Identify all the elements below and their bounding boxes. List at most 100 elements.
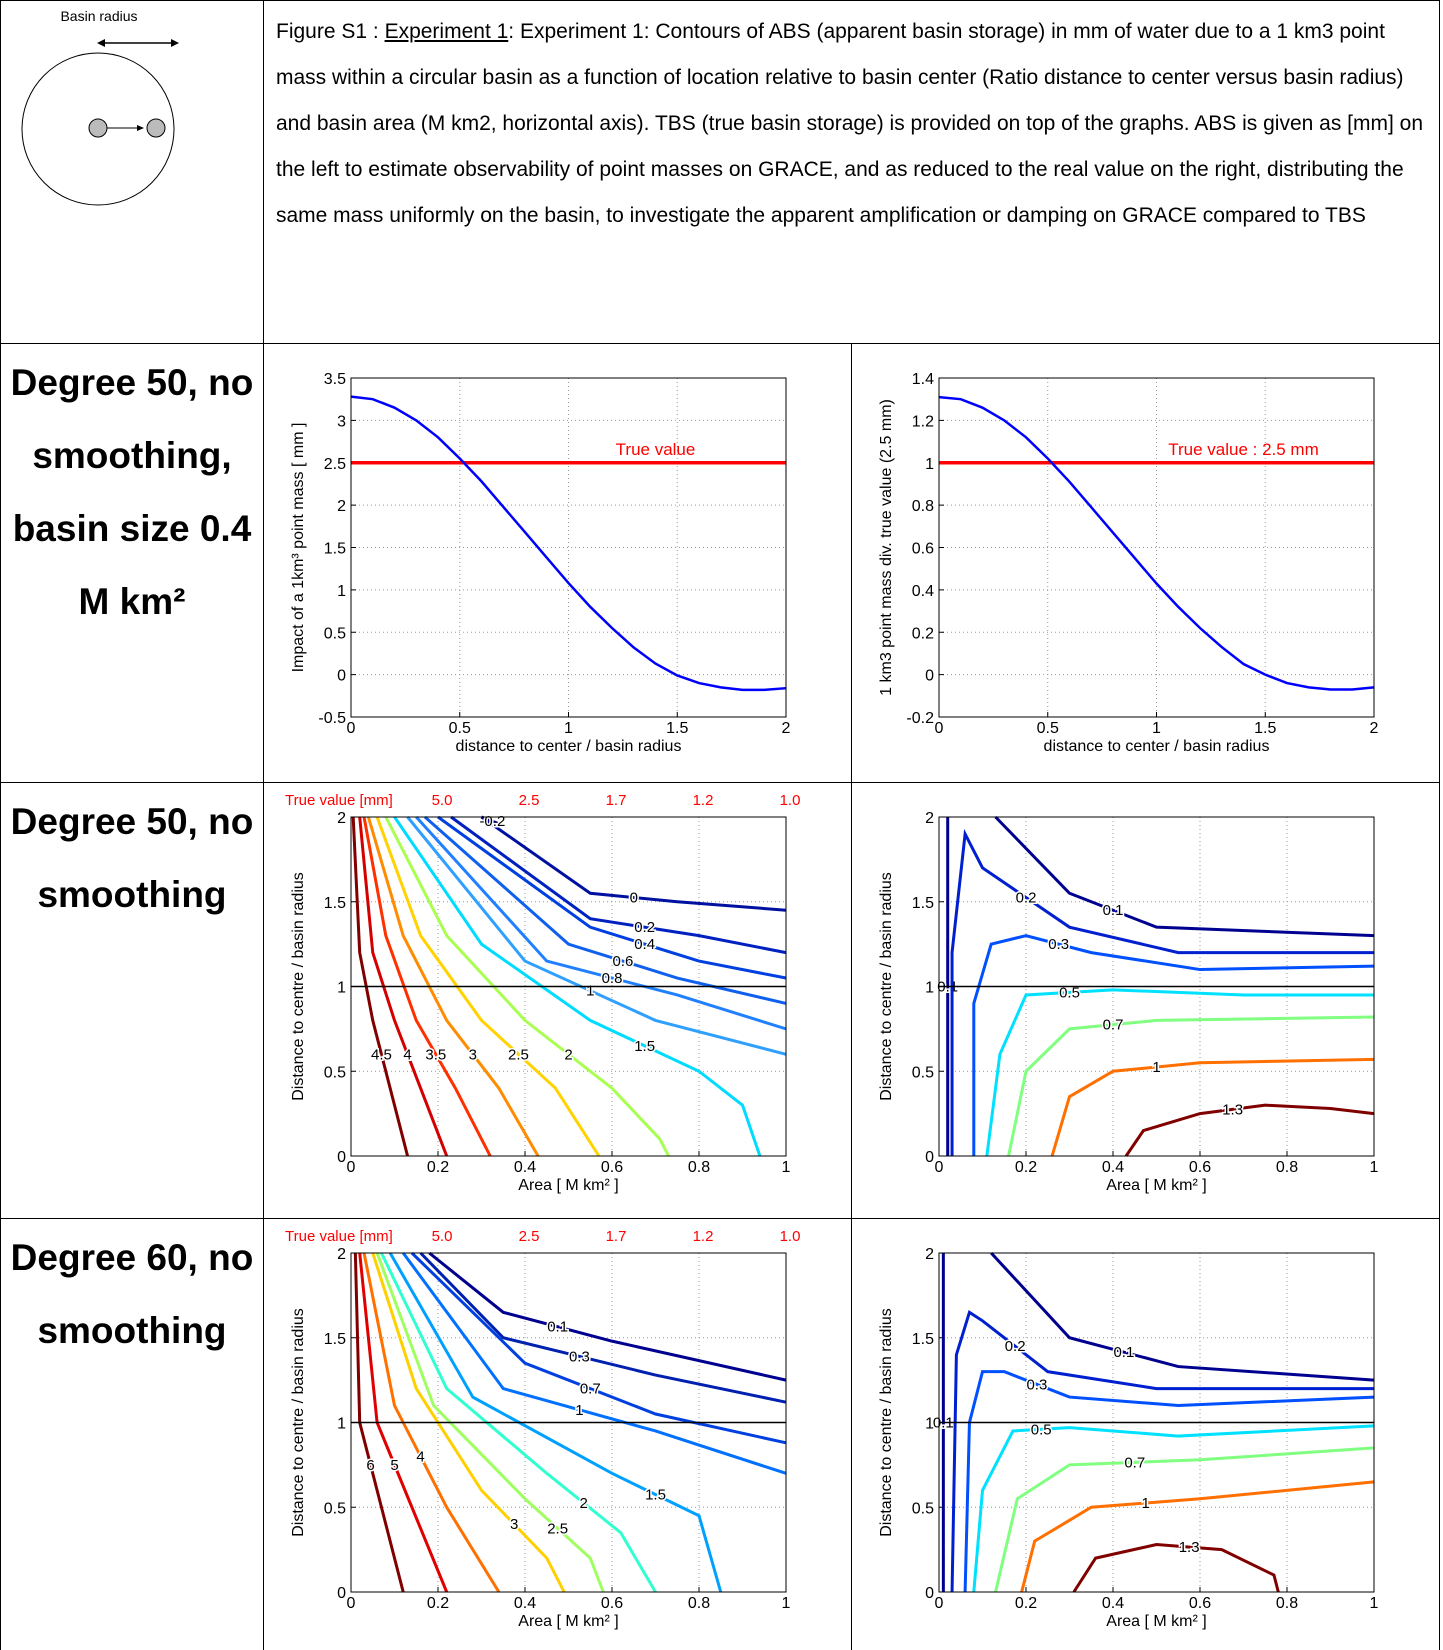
x-tick-label: 1: [1370, 1159, 1379, 1176]
y-tick-label: 0: [925, 1585, 934, 1602]
contour-line: [410, 1251, 787, 1445]
contour-line: [1124, 1103, 1375, 1157]
true-value: 1.7: [606, 792, 627, 809]
contour-line: [480, 815, 787, 912]
contour-label: 0.2: [1016, 890, 1037, 907]
contour-label: 0.3: [569, 1348, 590, 1365]
x-tick-label: 1: [782, 1159, 791, 1176]
x-tick-label: 0.4: [1102, 1159, 1124, 1176]
contour-label: 1.5: [634, 1038, 655, 1055]
contour-line: [380, 1252, 657, 1593]
contour-line: [990, 1251, 1375, 1382]
basin-circle: [21, 52, 175, 206]
y-tick-label: 1.5: [324, 541, 346, 558]
x-tick-label: 0.6: [601, 1159, 623, 1176]
contour-label: 0.7: [1124, 1454, 1145, 1471]
x-tick-label: 1.5: [666, 720, 688, 737]
x-tick-label: 0.6: [1189, 1159, 1211, 1176]
x-tick-label: 0.5: [449, 720, 471, 737]
y-tick-label: 0.5: [912, 1500, 934, 1517]
point-mass: [146, 118, 166, 138]
row-label: Degree 60, no smoothing: [0, 1218, 264, 1650]
y-tick-label: 2.5: [324, 456, 346, 473]
contour-line: [362, 1252, 501, 1593]
y-tick-label: 1: [925, 456, 934, 473]
contour-line: [358, 816, 449, 1157]
y-tick-label: -0.5: [318, 710, 346, 727]
contour-line: [419, 1251, 787, 1404]
contour-label: 0.5: [1031, 1421, 1052, 1438]
contour-label: 0.7: [1103, 1017, 1124, 1034]
contour-label: 0.8: [602, 970, 623, 987]
chart-cell: 0 0.2 0.4 0.6 0.8 1 0 0.5 1 1.5 2 Area [ M km² ] Dis…: [263, 782, 852, 1219]
true-value: 1.0: [780, 1228, 801, 1245]
contour-label: 2.5: [547, 1520, 568, 1537]
contour-line: [450, 815, 787, 955]
contour-label: 2: [564, 1046, 572, 1063]
contour-label: 5: [390, 1457, 398, 1474]
y-tick-label: 0.5: [912, 1064, 934, 1081]
y-tick-label: 1.5: [912, 1331, 934, 1348]
chart: 0 0.5 1 1.5 2-0.200.20.40.60.811.21.4distanc…: [878, 371, 1379, 755]
contour-label: 0.2: [1005, 1338, 1026, 1355]
contour-label: 1.3: [1222, 1101, 1243, 1118]
y-tick-label: 2: [337, 1246, 346, 1263]
y-axis-label: Distance to centre / basin radius: [290, 872, 307, 1101]
y-axis-label: Distance to centre / basin radius: [878, 1308, 895, 1537]
contour-line: [375, 816, 601, 1157]
true-value: 2.5: [519, 1228, 540, 1245]
x-tick-label: 1: [1370, 1595, 1379, 1612]
x-tick-label: 0.6: [601, 1595, 623, 1612]
true-value: 2.5: [519, 792, 540, 809]
chart-cell: 0 0.2 0.4 0.6 0.8 1 0 0.5 1 1.5 2 Area [ M km² ] Dis…: [263, 1218, 852, 1650]
contour-label: 3.5: [425, 1046, 446, 1063]
x-axis-label: distance to center / basin radius: [456, 738, 682, 755]
contour-line: [423, 815, 787, 1005]
y-tick-label: 1.5: [324, 895, 346, 912]
reference-label: True value: [616, 440, 696, 459]
plot-frame: [350, 816, 787, 1157]
plot-frame: [938, 1252, 1375, 1593]
y-tick-label: 0.4: [912, 583, 934, 600]
contour-label: 3: [510, 1516, 518, 1533]
contour-label: 0.5: [1059, 984, 1080, 1001]
y-axis-label: 1 km3 point mass div. true value (2.5 mm…: [878, 399, 895, 696]
x-tick-label: 0.4: [514, 1159, 536, 1176]
x-tick-label: 0: [347, 1595, 356, 1612]
x-axis-label: distance to center / basin radius: [1044, 738, 1270, 755]
contour-line: [351, 816, 410, 1157]
y-tick-label: 2: [337, 810, 346, 827]
data-line: [938, 395, 1375, 691]
contour-line: [388, 1252, 723, 1593]
arrow-head: [171, 39, 179, 47]
contour-line: [406, 816, 787, 1056]
x-tick-label: 1: [1152, 720, 1161, 737]
reference-label: True value : 2.5 mm: [1168, 440, 1319, 459]
contour-line: [362, 816, 492, 1157]
x-tick-label: 0.2: [427, 1159, 449, 1176]
y-axis-label: Impact of a 1km³ point mass [ mm ]: [290, 423, 307, 673]
contour-line: [994, 1446, 1375, 1593]
data-line: [350, 395, 787, 692]
x-tick-label: 0.8: [688, 1159, 710, 1176]
y-tick-label: 1: [337, 583, 346, 600]
x-tick-label: 0.4: [1102, 1595, 1124, 1612]
x-tick-label: 1: [564, 720, 573, 737]
x-tick-label: 0.2: [427, 1595, 449, 1612]
plot-frame: [938, 816, 1375, 1157]
y-tick-label: 1: [337, 1416, 346, 1433]
x-tick-label: 0.8: [688, 1595, 710, 1612]
contour-line: [375, 1252, 605, 1593]
y-tick-label: -0.2: [906, 710, 934, 727]
x-tick-label: 0.2: [1015, 1159, 1037, 1176]
y-tick-label: 0: [337, 1585, 346, 1602]
contour-label: 0.1: [1113, 1344, 1134, 1361]
row-label: Degree 50, no smoothing: [0, 782, 264, 1219]
contour-line: [1072, 1543, 1280, 1593]
contour-line: [401, 1252, 787, 1475]
x-tick-label: 0: [935, 1595, 944, 1612]
caption: Figure S1 : Experiment 1: Experiment 1: …: [263, 0, 1440, 344]
